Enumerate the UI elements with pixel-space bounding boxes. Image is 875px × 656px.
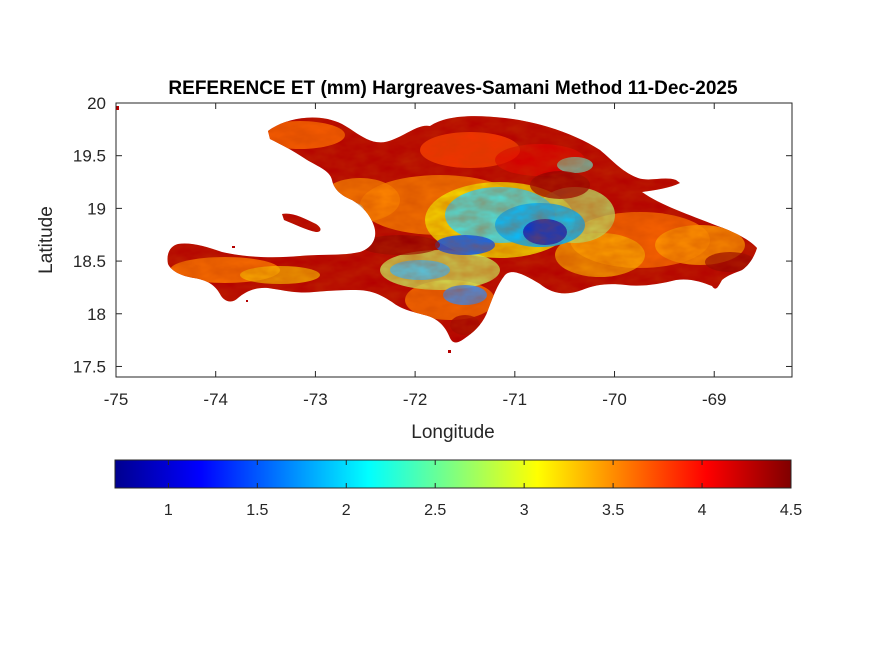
colorbar-ticks: 1 1.5 2 2.5 3 3.5 4 4.5 [164, 460, 802, 519]
colorbar-tick-label: 4.5 [780, 502, 802, 519]
y-tick-label: 17.5 [73, 357, 106, 376]
colorbar-tick-label: 3 [520, 502, 529, 519]
x-axis-label: Longitude [411, 422, 494, 443]
colorbar-tick-label: 1 [164, 502, 173, 519]
x-tick-label: -69 [702, 390, 727, 409]
x-tick-label: -75 [104, 390, 129, 409]
x-axis-ticks: -75 -74 -73 -72 -71 -70 -69 [104, 103, 727, 409]
y-tick-label: 20 [87, 94, 106, 113]
colorbar-tick-label: 4 [698, 502, 707, 519]
colorbar-tick-label: 2 [342, 502, 351, 519]
y-tick-label: 19.5 [73, 147, 106, 166]
x-tick-label: -74 [203, 390, 228, 409]
y-axis-ticks: 20 19.5 19 18.5 18 17.5 [73, 94, 792, 376]
y-axis-label: Latitude [36, 206, 57, 274]
figure-title: REFERENCE ET (mm) Hargreaves-Samani Meth… [168, 78, 738, 99]
colorbar-tick-label: 2.5 [424, 502, 446, 519]
y-tick-label: 18 [87, 305, 106, 324]
colorbar [114, 459, 792, 489]
y-tick-label: 18.5 [73, 252, 106, 271]
islet-marker [448, 350, 451, 353]
colorbar-tick-label: 1.5 [246, 502, 268, 519]
x-tick-label: -71 [503, 390, 528, 409]
x-tick-label: -70 [602, 390, 627, 409]
islet-marker [246, 300, 248, 302]
x-tick-label: -72 [403, 390, 428, 409]
islet-marker [232, 246, 235, 248]
x-tick-label: -73 [303, 390, 328, 409]
colorbar-tick-label: 3.5 [602, 502, 624, 519]
y-tick-label: 19 [87, 199, 106, 218]
islet-marker [116, 106, 119, 110]
